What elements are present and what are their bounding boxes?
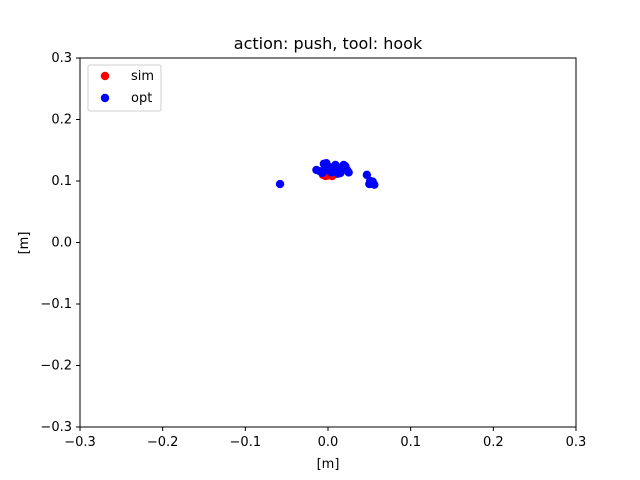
- legend-opt-label: opt: [131, 91, 152, 106]
- y-axis-tick-label: 0.2: [51, 113, 72, 128]
- opt-point: [275, 179, 285, 189]
- y-axis-tick-label: 0.1: [51, 174, 72, 189]
- x-axis-tick-label: 0.0: [318, 435, 339, 450]
- y-axis-tick-label: 0.3: [51, 51, 72, 66]
- x-axis-tick-label: −0.1: [230, 435, 262, 450]
- x-axis-tick-label: −0.2: [147, 435, 179, 450]
- y-axis-label: [m]: [17, 232, 32, 255]
- x-axis-tick-label: −0.3: [64, 435, 96, 450]
- legend-opt-marker: [100, 93, 110, 103]
- y-axis-tick-label: −0.1: [40, 297, 72, 312]
- legend-sim-label: sim: [131, 69, 154, 84]
- x-axis-label: [m]: [317, 457, 340, 472]
- plot-area: −0.3 −0.2 −0.1 0.0 0.1 0.2 0.3 −0.3 −0.2 −0.1 0.0 0…: [40, 51, 586, 450]
- x-axis-tick-label: 0.3: [566, 435, 587, 450]
- y-axis-tick-label: −0.3: [40, 420, 72, 435]
- opt-point: [318, 168, 327, 178]
- opt-point: [362, 170, 372, 180]
- opt-point: [344, 168, 353, 177]
- y-axis-tick-label: −0.2: [40, 359, 72, 374]
- opt-point: [368, 177, 377, 186]
- legend-sim-marker: [100, 71, 110, 81]
- opt-series: [275, 158, 379, 189]
- x-axis-tick-label: 0.2: [483, 435, 504, 450]
- opt-point: [329, 165, 338, 174]
- legend: sim opt: [87, 64, 162, 112]
- y-axis-tick-label: 0.0: [51, 236, 72, 251]
- chart-title: action: push, tool: hook: [234, 34, 423, 53]
- plot-frame: [79, 57, 577, 428]
- x-axis-tick-label: 0.1: [400, 435, 421, 450]
